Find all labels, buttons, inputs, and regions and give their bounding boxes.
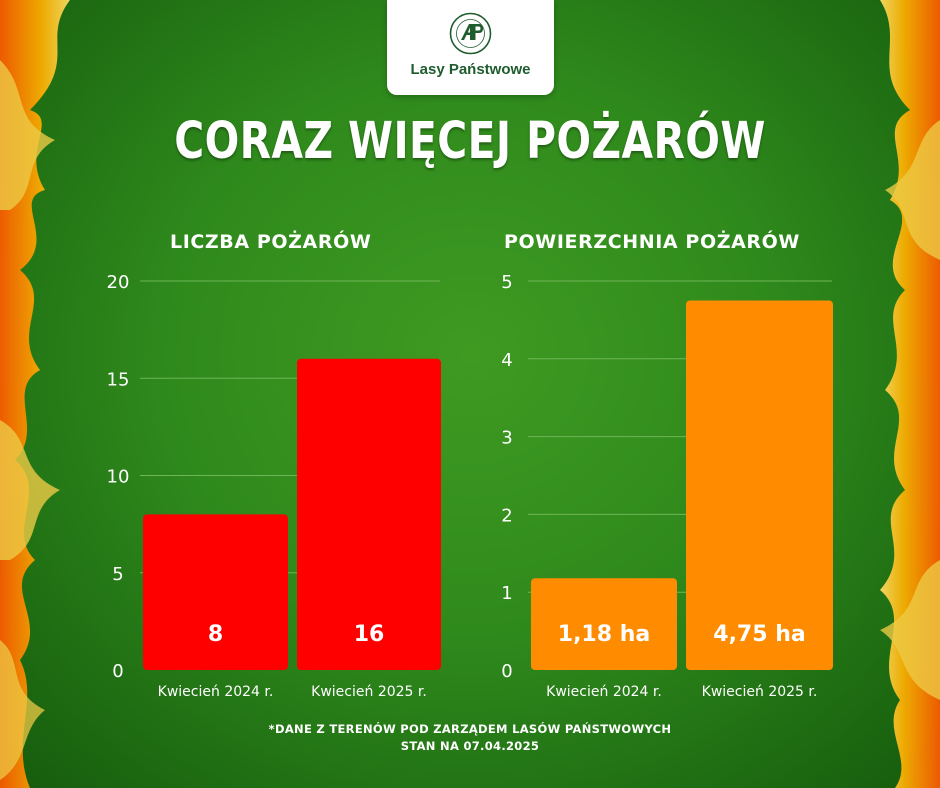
bar-value-label: 16: [354, 622, 385, 647]
logo-card: Lasy Państwowe: [387, 0, 554, 95]
y-tick-label: 4: [501, 350, 512, 371]
footnote-date: STAN NA 07.04.2025: [400, 739, 540, 753]
left-flames: [0, 0, 70, 788]
bar: [143, 514, 288, 670]
y-tick-label: 2: [501, 505, 512, 526]
y-tick-label: 15: [107, 369, 130, 390]
headline: CORAZ WIĘCEJ POŻARÓW: [174, 112, 766, 171]
bar: [531, 578, 677, 670]
y-tick-label: 20: [107, 272, 130, 293]
chart-title-area: POWIERZCHNIA POŻARÓW: [504, 231, 800, 253]
bar-value-label: 8: [208, 622, 223, 647]
footnote-source: *DANE Z TERENÓW POD ZARZĄDEM LASÓW PAŃST…: [268, 722, 672, 736]
x-tick-label: Kwiecień 2025 r.: [311, 684, 427, 700]
right-flames: [880, 0, 940, 788]
y-tick-label: 0: [112, 661, 123, 682]
x-tick-label: Kwiecień 2024 r.: [158, 684, 274, 700]
brand-name: Lasy Państwowe: [410, 61, 531, 78]
lasy-panstwowe-emblem-icon: [449, 12, 492, 55]
y-tick-label: 3: [501, 428, 512, 449]
y-tick-label: 0: [501, 661, 512, 682]
bar: [686, 300, 833, 670]
bar-value-label: 1,18 ha: [558, 622, 650, 647]
chart-title-count: LICZBA POŻARÓW: [170, 231, 372, 253]
x-tick-label: Kwiecień 2025 r.: [702, 684, 818, 700]
x-tick-label: Kwiecień 2024 r.: [546, 684, 662, 700]
y-tick-label: 5: [112, 564, 123, 585]
y-tick-label: 1: [501, 583, 512, 604]
bar-value-label: 4,75 ha: [713, 622, 805, 647]
y-tick-label: 10: [107, 467, 130, 488]
bar: [297, 358, 441, 670]
y-tick-label: 5: [501, 272, 512, 293]
